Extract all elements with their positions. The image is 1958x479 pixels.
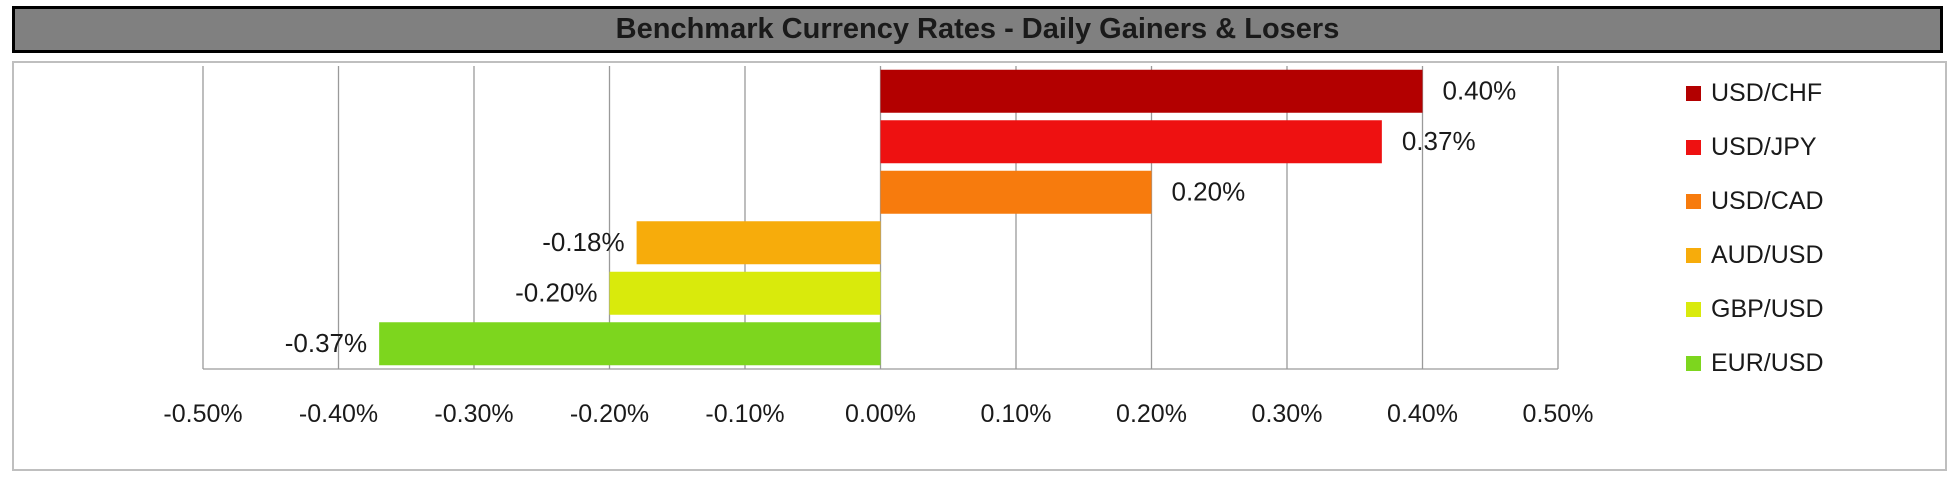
legend-swatch — [1686, 139, 1701, 155]
data-label: 0.37% — [1402, 126, 1476, 156]
data-label: -0.37% — [285, 328, 367, 358]
legend-swatch — [1686, 355, 1701, 371]
x-tick-label: 0.50% — [1523, 400, 1594, 428]
legend-item: GBP/USD — [1686, 294, 1824, 324]
legend-swatch — [1686, 301, 1701, 317]
bar — [880, 120, 1382, 164]
data-label: -0.18% — [542, 227, 624, 257]
bar — [609, 271, 881, 315]
legend-label: EUR/USD — [1711, 348, 1824, 377]
legend-item: USD/JPY — [1686, 132, 1817, 162]
x-tick-label: -0.50% — [163, 400, 242, 428]
legend-label: USD/CAD — [1711, 186, 1824, 215]
x-tick-label: 0.20% — [1116, 400, 1187, 428]
data-label: 0.40% — [1443, 75, 1517, 105]
x-tick-label: -0.40% — [299, 400, 378, 428]
x-tick-label: -0.30% — [434, 400, 513, 428]
legend-swatch — [1686, 247, 1701, 263]
x-tick-label: 0.40% — [1387, 400, 1458, 428]
x-tick-label: 0.00% — [845, 400, 916, 428]
x-tick-label: -0.10% — [705, 400, 784, 428]
x-tick-label: 0.10% — [981, 400, 1052, 428]
bar — [880, 170, 1152, 214]
legend-item: EUR/USD — [1686, 348, 1824, 378]
chart-title: Benchmark Currency Rates - Daily Gainers… — [615, 13, 1340, 45]
legend-item: USD/CHF — [1686, 78, 1822, 108]
bar — [880, 69, 1423, 113]
chart-title-bar: Benchmark Currency Rates - Daily Gainers… — [12, 6, 1943, 53]
data-label: 0.20% — [1172, 176, 1246, 206]
legend-label: GBP/USD — [1711, 294, 1824, 323]
legend-label: AUD/USD — [1711, 240, 1824, 269]
legend-item: USD/CAD — [1686, 186, 1824, 216]
bar — [636, 221, 881, 265]
legend-label: USD/CHF — [1711, 78, 1823, 107]
bar — [379, 322, 881, 366]
legend-label: USD/JPY — [1711, 132, 1817, 161]
x-tick-label: -0.20% — [570, 400, 649, 428]
x-tick-label: 0.30% — [1252, 400, 1323, 428]
legend-swatch — [1686, 85, 1701, 101]
legend-item: AUD/USD — [1686, 240, 1824, 270]
data-label: -0.20% — [515, 277, 597, 307]
legend-swatch — [1686, 193, 1701, 209]
